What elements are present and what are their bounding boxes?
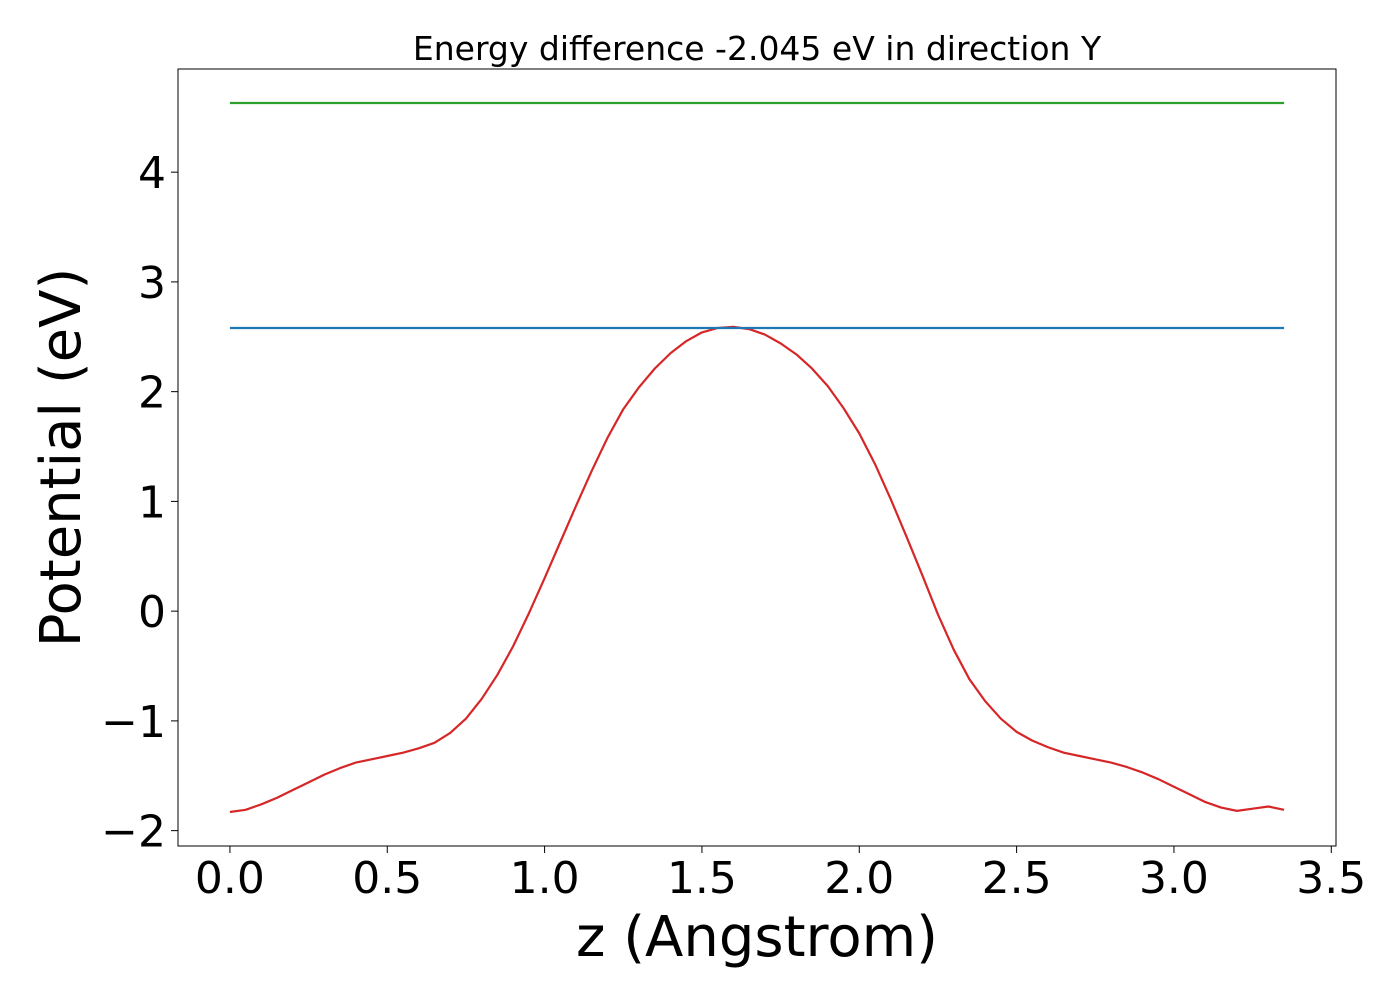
series-line-0 [229, 325, 1285, 814]
x-axis-label: z (Angstrom) [576, 905, 938, 970]
x-tick-label: 0.0 [195, 853, 265, 904]
y-tick-label: 3 [138, 258, 166, 309]
plot-lines [229, 101, 1285, 814]
y-axis: −2 −1 0 1 2 3 4 [101, 148, 178, 858]
y-tick-label: 4 [138, 148, 166, 199]
y-tick-label: 0 [138, 587, 166, 638]
y-tick-label: −2 [101, 807, 166, 858]
y-axis-label: Potential (eV) [29, 268, 94, 648]
x-tick-label: 0.5 [352, 853, 422, 904]
y-tick-label: 1 [138, 477, 166, 528]
x-tick-label: 2.0 [824, 853, 894, 904]
x-tick-label: 1.0 [510, 853, 580, 904]
y-tick-label: −1 [101, 697, 166, 748]
chart-title: Energy difference -2.045 eV in direction… [413, 29, 1102, 68]
x-tick-label: 1.5 [667, 853, 737, 904]
x-axis: 0.0 0.5 1.0 1.5 2.0 2.5 3.0 3.5 [195, 846, 1366, 904]
x-tick-label: 3.0 [1139, 853, 1209, 904]
x-tick-label: 3.5 [1296, 853, 1366, 904]
plot-frame [177, 68, 1337, 847]
x-tick-label: 2.5 [982, 853, 1052, 904]
y-tick-label: 2 [138, 368, 166, 419]
